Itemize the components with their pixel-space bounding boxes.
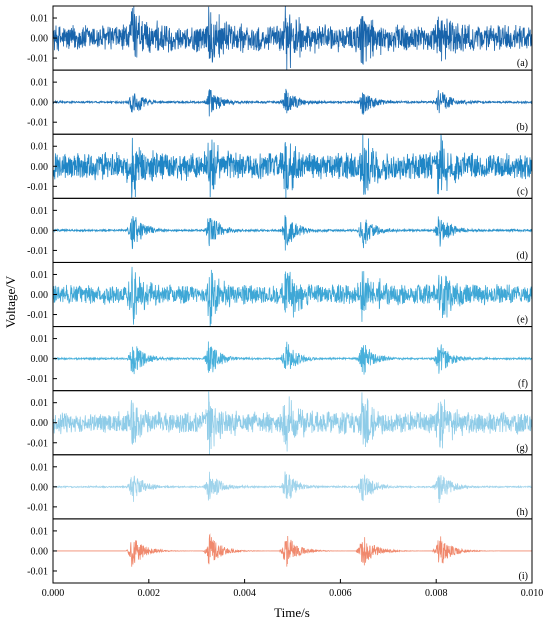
panels-group: 0.01 0.00 -0.01 (a) 0.01 0.00 -0.01 (b) 0.01 0.00… bbox=[27, 5, 533, 584]
signal-trace bbox=[52, 390, 533, 455]
panel-5: 0.01 0.00 -0.01 (e) bbox=[27, 261, 533, 328]
y-axis-label: Voltage/V bbox=[3, 275, 18, 328]
y-tick-label: 0.01 bbox=[31, 526, 49, 537]
x-tick-label: 0.010 bbox=[521, 588, 544, 599]
y-tick-label: 0.01 bbox=[31, 270, 49, 281]
x-tick-label: 0.006 bbox=[329, 588, 352, 599]
signal-trace bbox=[52, 88, 533, 117]
y-tick-label: -0.01 bbox=[27, 246, 48, 257]
y-tick-label: 0.01 bbox=[31, 142, 49, 153]
y-tick-label: -0.01 bbox=[27, 502, 48, 513]
y-tick-label: 0.01 bbox=[31, 398, 49, 409]
y-tick-label: 0.00 bbox=[31, 290, 49, 301]
panel-2: 0.01 0.00 -0.01 (b) bbox=[27, 69, 533, 135]
signal-trace bbox=[52, 266, 533, 327]
y-tick-label: 0.00 bbox=[31, 418, 49, 429]
signal-trace bbox=[53, 533, 532, 567]
panel-tag-label: (g) bbox=[516, 443, 528, 454]
panel-4: 0.01 0.00 -0.01 (d) bbox=[27, 197, 533, 263]
y-tick-label: 0.01 bbox=[31, 462, 49, 473]
y-tick-label: 0.01 bbox=[31, 334, 49, 345]
panel-6: 0.01 0.00 -0.01 (f) bbox=[27, 326, 533, 392]
x-axis: 0.000 0.002 0.004 0.006 0.008 0.010 bbox=[42, 579, 544, 599]
panel-tag-label: (i) bbox=[519, 571, 528, 582]
y-tick-label: 0.01 bbox=[31, 14, 49, 25]
y-tick-label: -0.01 bbox=[27, 566, 48, 577]
y-tick-label: -0.01 bbox=[27, 374, 48, 385]
signal-trace bbox=[52, 215, 533, 251]
y-tick-label: 0.00 bbox=[31, 98, 49, 109]
x-tick-label: 0.000 bbox=[42, 588, 65, 599]
y-tick-label: -0.01 bbox=[27, 182, 48, 193]
x-tick-label: 0.004 bbox=[233, 588, 256, 599]
y-tick-label: 0.00 bbox=[31, 162, 49, 173]
y-tick-label: 0.00 bbox=[31, 482, 49, 493]
panel-7: 0.01 0.00 -0.01 (g) bbox=[27, 390, 533, 456]
y-tick-label: 0.00 bbox=[31, 354, 49, 365]
panel-1: 0.01 0.00 -0.01 (a) bbox=[27, 5, 533, 71]
y-tick-label: -0.01 bbox=[27, 54, 48, 65]
x-tick-label: 0.008 bbox=[425, 588, 448, 599]
y-tick-label: -0.01 bbox=[27, 118, 48, 129]
y-tick-label: 0.00 bbox=[31, 546, 49, 557]
y-tick-label: 0.01 bbox=[31, 206, 49, 217]
x-axis-label: Time/s bbox=[274, 605, 310, 620]
y-tick-label: 0.00 bbox=[31, 226, 49, 237]
y-tick-label: 0.01 bbox=[31, 78, 49, 89]
panel-3: 0.01 0.00 -0.01 (c) bbox=[27, 133, 533, 199]
panel-tag-label: (e) bbox=[517, 315, 528, 326]
panel-tag-label: (b) bbox=[516, 122, 528, 133]
panel-tag-label: (h) bbox=[516, 507, 528, 518]
y-tick-label: -0.01 bbox=[27, 438, 48, 449]
signal-trace bbox=[52, 341, 533, 375]
panel-9: 0.01 0.00 -0.01 (i) bbox=[27, 518, 533, 584]
x-tick-label: 0.002 bbox=[138, 588, 161, 599]
signal-trace bbox=[52, 134, 533, 199]
y-tick-label: -0.01 bbox=[27, 310, 48, 321]
panel-8: 0.01 0.00 -0.01 (h) bbox=[27, 454, 533, 520]
panel-tag-label: (a) bbox=[517, 58, 528, 69]
y-tick-label: 0.00 bbox=[31, 34, 49, 45]
signal-trace bbox=[52, 5, 533, 71]
panel-tag-label: (d) bbox=[516, 250, 528, 261]
panel-tag-label: (c) bbox=[517, 186, 528, 197]
signal-trace bbox=[52, 471, 533, 504]
panel-tag-label: (f) bbox=[518, 379, 528, 390]
